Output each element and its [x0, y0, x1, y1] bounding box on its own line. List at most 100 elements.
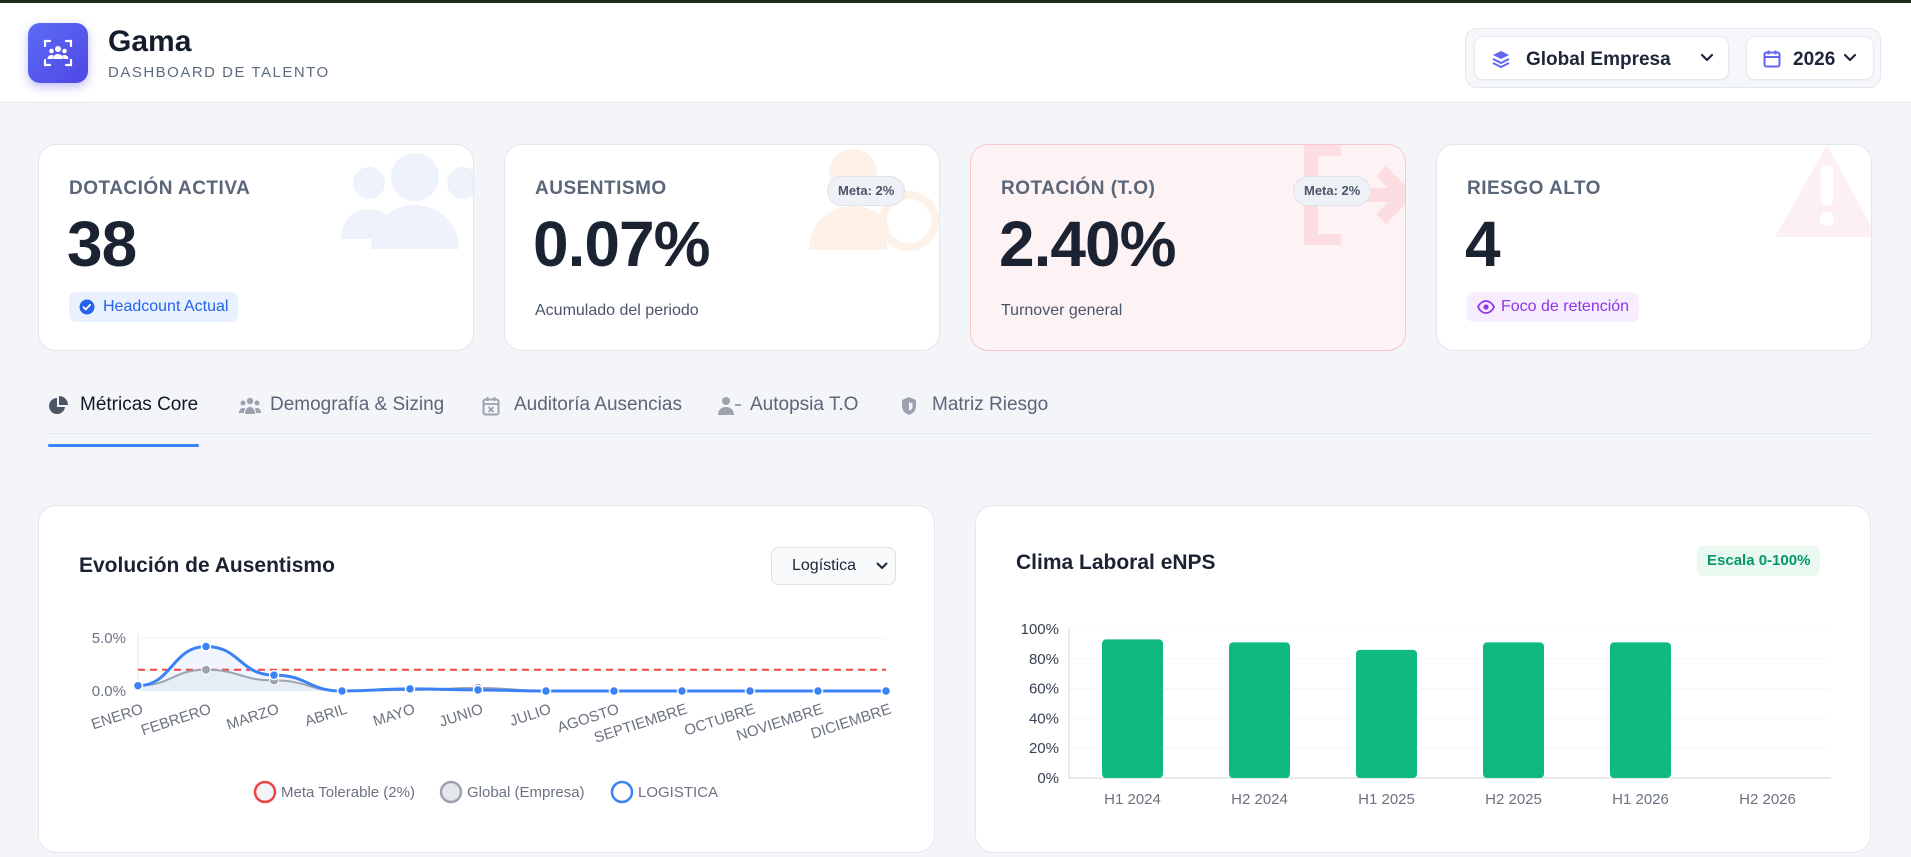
- shield-icon: [902, 397, 916, 415]
- x-tick-label: FEBRERO: [139, 701, 213, 740]
- x-tick-label: ENERO: [89, 701, 145, 734]
- meta-badge: Meta: 2%: [827, 176, 906, 206]
- logistica-point: [200, 641, 212, 652]
- kpi-card-riesgo: RIESGO ALTO 4 Foco de retención: [1436, 144, 1872, 351]
- kpi-card-ausentismo: AUSENTISMO Meta: 2% 0.07% Acumulado del …: [504, 144, 940, 351]
- logistica-point: [268, 669, 280, 681]
- kpi-value: 4: [1465, 208, 1501, 280]
- bar: [1483, 642, 1544, 778]
- y-tick-label: 20%: [1029, 740, 1059, 757]
- y-tick-label: 5.0%: [92, 630, 126, 647]
- legend-label: LOGISTICA: [638, 784, 718, 801]
- global-point: [201, 664, 211, 675]
- bar: [1356, 649, 1417, 778]
- users-bg-icon: [341, 153, 473, 249]
- x-tick-label: H2 2024: [1231, 791, 1288, 808]
- scope-select[interactable]: Global Empresa: [1474, 36, 1729, 80]
- enps-chart-card: Clima Laboral eNPS Escala 0-100% 100% 80%…: [975, 505, 1871, 853]
- year-select[interactable]: 2026: [1746, 36, 1874, 80]
- app-logo: [28, 23, 88, 83]
- x-tick-label: H1 2025: [1358, 791, 1415, 808]
- logistica-point: [744, 685, 756, 697]
- tab-label: Métricas Core: [80, 394, 199, 415]
- calendar-icon: [1763, 50, 1781, 68]
- logistica-point: [676, 685, 688, 697]
- kpi-value: 0.07%: [533, 208, 710, 280]
- chevron-down-icon: [1843, 53, 1857, 62]
- global-area: [138, 669, 886, 691]
- kpi-value: 38: [67, 208, 137, 280]
- logistica-point: [608, 685, 620, 697]
- bar: [1610, 642, 1671, 778]
- kpi-value: 2.40%: [999, 208, 1176, 280]
- meta-badge: Meta: 2%: [1293, 176, 1372, 206]
- tab-label: Demografía & Sizing: [270, 394, 445, 415]
- logistica-area: [138, 646, 886, 691]
- x-tick-label: H1 2026: [1612, 791, 1669, 808]
- logistica-point: [336, 685, 348, 697]
- scale-badge: Escala 0-100%: [1697, 546, 1821, 576]
- brand-name: Gama: [108, 25, 192, 58]
- logistica-point: [540, 685, 552, 697]
- warning-bg-icon: [1775, 145, 1871, 237]
- kpi-card-dotacion: DOTACIÓN ACTIVA 38 Headcount Actual: [38, 144, 474, 351]
- filters-bar: Global Empresa 2026: [1465, 28, 1881, 88]
- team-focus-icon: [43, 39, 73, 67]
- kpi-label: DOTACIÓN ACTIVA: [69, 178, 251, 199]
- area-select[interactable]: Logística: [771, 547, 896, 585]
- y-tick-label: 80%: [1029, 651, 1059, 668]
- kpi-subtitle: Acumulado del periodo: [535, 302, 699, 319]
- kpi-subtitle: Turnover general: [1001, 302, 1123, 319]
- chart-title: Clima Laboral eNPS: [1016, 551, 1216, 574]
- legend-label: Meta Tolerable (2%): [281, 784, 415, 801]
- user-minus-icon: [718, 397, 741, 415]
- y-tick-label: 0.0%: [92, 683, 126, 700]
- tab-label: Autopsia T.O: [750, 394, 859, 415]
- headcount-badge-label: Headcount Actual: [103, 298, 229, 315]
- active-tab-indicator: [48, 444, 199, 447]
- logistica-point: [472, 684, 484, 696]
- x-tick-label: JULIO: [508, 701, 554, 730]
- year-select-value: 2026: [1793, 49, 1836, 70]
- x-tick-label: H2 2026: [1739, 791, 1796, 808]
- calendar-x-icon: [482, 397, 500, 416]
- chart-title: Evolución de Ausentismo: [79, 554, 335, 577]
- x-tick-label: H2 2025: [1485, 791, 1542, 808]
- y-tick-label: 100%: [1021, 621, 1059, 638]
- y-tick-label: 0%: [1037, 770, 1059, 787]
- chevron-down-icon: [1700, 53, 1714, 62]
- y-tick-label: 60%: [1029, 681, 1059, 698]
- window-top-border: [0, 0, 1911, 3]
- scope-select-value: Global Empresa: [1526, 49, 1671, 70]
- layers-icon: [1492, 51, 1510, 69]
- x-tick-label: H1 2024: [1104, 791, 1161, 808]
- eye-icon: [1477, 300, 1495, 314]
- retention-badge: Foco de retención: [1467, 292, 1640, 322]
- y-tick-label: 40%: [1029, 710, 1059, 727]
- app-header: Gama DASHBOARD DE TALENTO Global Empresa…: [0, 3, 1911, 103]
- area-select-value: Logística: [792, 557, 857, 574]
- pie-chart-icon: [49, 396, 68, 414]
- check-circle-icon: [79, 299, 95, 315]
- tab-bar: Métricas Core Demografía & Sizing Audito…: [48, 378, 1871, 447]
- users-icon: [239, 397, 261, 414]
- x-tick-label: MAYO: [371, 701, 417, 730]
- logistica-point: [812, 685, 824, 697]
- enps-bar-chart: 100% 80% 60% 40% 20% 0% H1 2024 H2 2024 H1 2025 H…: [1021, 621, 1831, 808]
- kpi-label: RIESGO ALTO: [1467, 178, 1601, 199]
- x-tick-label: JUNIO: [437, 701, 485, 731]
- logistica-point: [880, 685, 892, 697]
- legend-label: Global (Empresa): [467, 784, 585, 801]
- legend-marker: [439, 780, 463, 804]
- brand-subtitle: DASHBOARD DE TALENTO: [108, 64, 330, 81]
- legend-marker: [253, 780, 277, 804]
- bar: [1229, 642, 1290, 778]
- logistica-point: [404, 683, 416, 695]
- legend-marker: [610, 780, 634, 804]
- tab-label: Matriz Riesgo: [932, 394, 1049, 415]
- kpi-label: ROTACIÓN (T.O): [1001, 178, 1156, 199]
- retention-badge-label: Foco de retención: [1501, 298, 1630, 315]
- tab-label: Auditoría Ausencias: [514, 394, 682, 415]
- kpi-label: AUSENTISMO: [535, 178, 667, 199]
